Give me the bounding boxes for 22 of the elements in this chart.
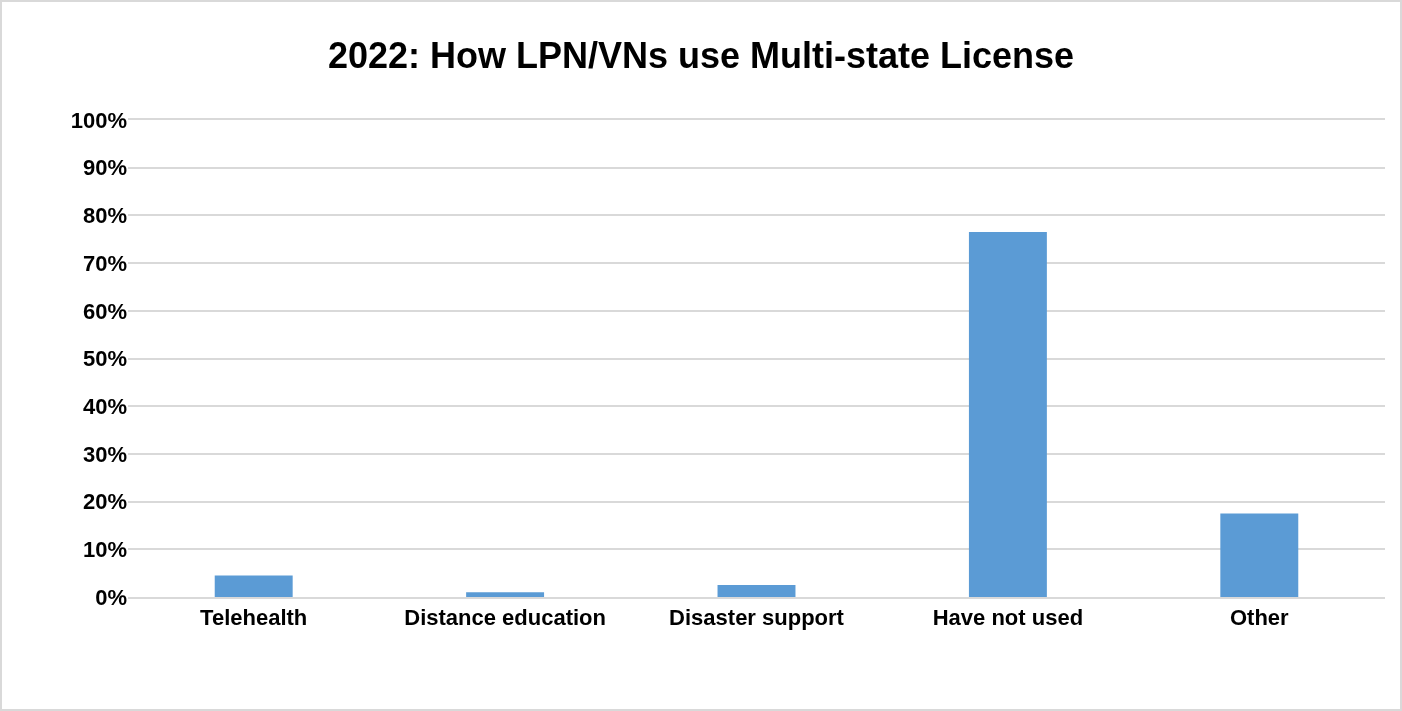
x-tick-label: Have not used: [932, 605, 1084, 631]
y-tick-label: 30%: [82, 441, 127, 467]
y-tick-label: 40%: [82, 393, 127, 419]
x-tick-label: Telehealth: [200, 605, 308, 631]
bar: [466, 592, 545, 597]
chart-title: 2022: How LPN/VNs use Multi-state License: [327, 34, 1075, 76]
bar: [1220, 513, 1299, 597]
x-tick-label: Distance education: [404, 605, 606, 631]
y-tick-label: 20%: [82, 489, 127, 515]
x-tick-label: Disaster support: [669, 605, 845, 631]
bar: [214, 575, 293, 597]
y-tick-label: 0%: [95, 584, 127, 610]
bar: [968, 232, 1047, 597]
y-tick-label: 50%: [82, 346, 127, 372]
y-tick-label: 70%: [82, 250, 127, 276]
x-tick-label: Other: [1229, 605, 1290, 631]
y-tick-label: 60%: [82, 298, 127, 324]
y-tick-label: 10%: [82, 537, 127, 562]
bar: [717, 585, 796, 597]
y-tick-label: 80%: [82, 203, 127, 229]
y-tick-label: 100%: [70, 107, 127, 133]
y-tick-label: 90%: [82, 155, 127, 181]
